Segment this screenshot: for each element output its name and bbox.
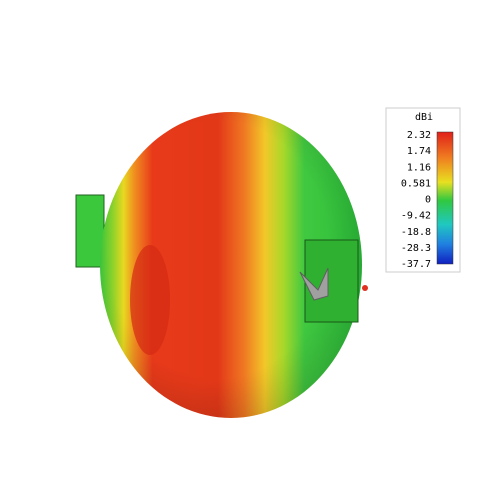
colorbar [436, 131, 454, 265]
colorbar-label: -28.3 [401, 243, 431, 254]
feed-point [362, 285, 368, 291]
sphere-shading [100, 112, 362, 418]
colorbar-label: 1.74 [407, 146, 431, 157]
peak-region [130, 245, 170, 355]
colorbar-label: 0.581 [401, 178, 431, 189]
left-plate [75, 194, 105, 268]
colorbar-labels: 2.32 1.74 1.16 0.581 0 -9.42 -18.8 -28.3 -37.7 [401, 130, 431, 270]
colorbar-label: -37.7 [401, 259, 431, 270]
colorbar-label: -18.8 [401, 227, 431, 238]
colorbar-label: -9.42 [401, 211, 431, 222]
colorbar-unit: dBi [415, 112, 433, 123]
colorbar-label: 0 [425, 195, 431, 206]
colorbar-label: 1.16 [407, 162, 431, 173]
right-plate [304, 239, 359, 323]
colorbar-label: 2.32 [407, 130, 431, 141]
feed-element [299, 267, 329, 301]
